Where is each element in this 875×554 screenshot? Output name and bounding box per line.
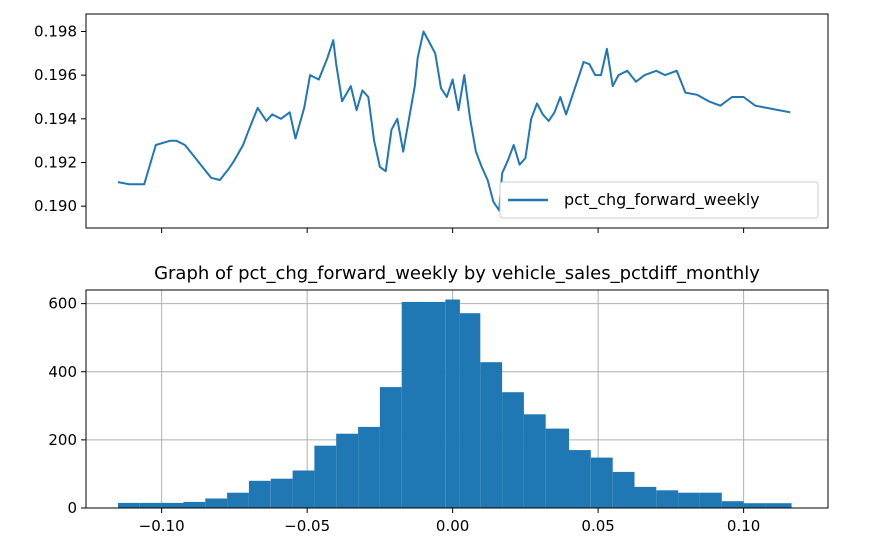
histogram-bar — [569, 450, 591, 508]
histogram-bar — [205, 498, 228, 508]
bottom-panel: Graph of pct_chg_forward_weekly by vehic… — [48, 263, 829, 535]
legend: pct_chg_forward_weekly — [499, 181, 819, 219]
top-panel: 0.190 0.192 0.194 0.196 0.198 pct_chg_forwar… — [34, 13, 829, 233]
histogram-bar — [423, 301, 446, 508]
histogram-bars — [118, 299, 792, 509]
histogram-bar — [480, 362, 503, 508]
top-y-tick-label: 0.190 — [34, 197, 77, 215]
bottom-y-tick-label: 0 — [67, 499, 77, 517]
top-y-tick-label: 0.196 — [34, 66, 77, 84]
histogram-bar — [358, 426, 380, 508]
histogram-bar — [743, 503, 766, 508]
top-plot-frame — [85, 13, 829, 229]
top-x-axis — [161, 228, 745, 233]
chart-title: Graph of pct_chg_forward_weekly by vehic… — [154, 263, 760, 284]
histogram-bar — [765, 503, 792, 508]
top-y-tick-label: 0.192 — [34, 153, 77, 171]
histogram-bar — [656, 490, 679, 508]
series-line-pct-chg-forward-weekly — [117, 30, 791, 212]
histogram-bar — [445, 299, 460, 508]
bottom-plot-frame — [85, 289, 829, 509]
histogram-bar — [314, 445, 337, 508]
bottom-y-axis: 0 200 400 600 — [48, 295, 86, 517]
bottom-x-tick-label: −0.10 — [139, 517, 185, 535]
histogram-bar — [139, 502, 162, 508]
bottom-x-tick-label: −0.05 — [284, 517, 330, 535]
bottom-y-tick-label: 600 — [48, 295, 77, 313]
bottom-x-tick-label: 0.05 — [581, 517, 614, 535]
bottom-x-tick-label: 0.10 — [727, 517, 760, 535]
histogram-bar — [459, 313, 481, 508]
histogram-bar — [270, 478, 293, 508]
histogram-bar — [721, 501, 744, 508]
histogram-bar — [183, 501, 206, 508]
histogram-bar — [161, 502, 184, 508]
histogram-bar — [227, 492, 249, 508]
histogram-bar — [502, 392, 524, 508]
top-y-tick-label: 0.198 — [34, 22, 77, 40]
histogram-bar — [700, 492, 722, 508]
histogram-bar — [336, 433, 358, 508]
histogram-bar — [590, 457, 613, 508]
top-y-tick-label: 0.194 — [34, 110, 77, 128]
histogram-bar — [634, 486, 657, 508]
histogram-bar — [379, 387, 402, 508]
histogram-bar — [292, 470, 315, 508]
bottom-y-tick-label: 200 — [48, 431, 77, 449]
legend-label: pct_chg_forward_weekly — [564, 190, 760, 210]
histogram-bar — [118, 502, 140, 508]
histogram-bar — [248, 480, 271, 509]
legend-box — [499, 181, 819, 219]
bottom-x-tick-label: 0.00 — [436, 517, 469, 535]
top-y-axis: 0.190 0.192 0.194 0.196 0.198 — [34, 22, 86, 215]
bottom-y-tick-label: 400 — [48, 363, 77, 381]
histogram-bar — [612, 471, 635, 508]
histogram-bar — [545, 428, 569, 508]
histogram-bar — [678, 492, 700, 508]
histogram-bar — [523, 414, 546, 508]
bottom-x-axis: −0.10 −0.05 0.00 0.05 0.10 — [139, 508, 760, 535]
histogram-bar — [401, 301, 424, 508]
